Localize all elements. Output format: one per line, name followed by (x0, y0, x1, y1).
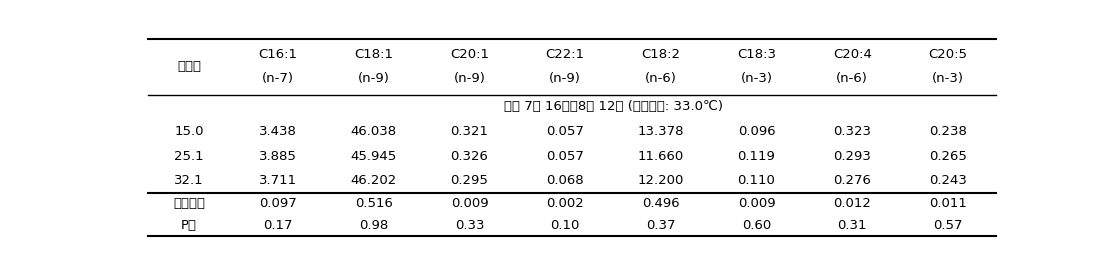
Text: 12.200: 12.200 (637, 174, 684, 187)
Text: 0.57: 0.57 (933, 219, 963, 231)
Text: 46.202: 46.202 (350, 174, 397, 187)
Text: (n-6): (n-6) (645, 72, 676, 85)
Text: 처리구: 처리구 (177, 60, 201, 73)
Text: 0.33: 0.33 (454, 219, 484, 231)
Text: (n-3): (n-3) (932, 72, 964, 85)
Text: 11.660: 11.660 (637, 150, 684, 163)
Text: 0.002: 0.002 (547, 197, 584, 210)
Text: 25.1: 25.1 (174, 150, 204, 163)
Text: C22:1: C22:1 (546, 48, 585, 61)
Text: (n-6): (n-6) (836, 72, 868, 85)
Text: 0.009: 0.009 (738, 197, 776, 210)
Text: 0.097: 0.097 (259, 197, 297, 210)
Text: 15.0: 15.0 (174, 125, 204, 138)
Text: 0.012: 0.012 (834, 197, 872, 210)
Text: (n-3): (n-3) (741, 72, 772, 85)
Text: 0.516: 0.516 (355, 197, 393, 210)
Text: 0.10: 0.10 (550, 219, 580, 231)
Text: 0.096: 0.096 (738, 125, 776, 138)
Text: C20:1: C20:1 (450, 48, 489, 61)
Text: P값: P값 (181, 219, 198, 231)
Text: 0.37: 0.37 (646, 219, 675, 231)
Text: C20:5: C20:5 (929, 48, 968, 61)
Text: (n-9): (n-9) (358, 72, 389, 85)
Text: 0.119: 0.119 (738, 150, 776, 163)
Text: 0.068: 0.068 (547, 174, 584, 187)
Text: 0.98: 0.98 (359, 219, 388, 231)
Text: C18:1: C18:1 (355, 48, 393, 61)
Text: C18:3: C18:3 (737, 48, 776, 61)
Text: 0.057: 0.057 (546, 125, 584, 138)
Text: 0.326: 0.326 (451, 150, 489, 163)
Text: 0.60: 0.60 (742, 219, 771, 231)
Text: 13.378: 13.378 (637, 125, 684, 138)
Text: C18:2: C18:2 (642, 48, 681, 61)
Text: 국내 7월 16일～8월 12일 (실내온도: 33.0℃): 국내 7월 16일～8월 12일 (실내온도: 33.0℃) (503, 100, 722, 113)
Text: 0.293: 0.293 (834, 150, 872, 163)
Text: 0.31: 0.31 (837, 219, 867, 231)
Text: 3.438: 3.438 (259, 125, 297, 138)
Text: 0.110: 0.110 (738, 174, 776, 187)
Text: C20:4: C20:4 (833, 48, 872, 61)
Text: C16:1: C16:1 (259, 48, 298, 61)
Text: 0.323: 0.323 (834, 125, 872, 138)
Text: 0.009: 0.009 (451, 197, 489, 210)
Text: 0.321: 0.321 (451, 125, 489, 138)
Text: 0.496: 0.496 (642, 197, 680, 210)
Text: 0.243: 0.243 (929, 174, 966, 187)
Text: (n-9): (n-9) (453, 72, 485, 85)
Text: 0.011: 0.011 (929, 197, 966, 210)
Text: 0.057: 0.057 (546, 150, 584, 163)
Text: 0.295: 0.295 (451, 174, 489, 187)
Text: (n-9): (n-9) (549, 72, 581, 85)
Text: 표준오차: 표준오차 (173, 197, 205, 210)
Text: 0.17: 0.17 (263, 219, 292, 231)
Text: 46.038: 46.038 (350, 125, 397, 138)
Text: 0.265: 0.265 (929, 150, 966, 163)
Text: (n-7): (n-7) (262, 72, 295, 85)
Text: 0.238: 0.238 (929, 125, 966, 138)
Text: 32.1: 32.1 (174, 174, 204, 187)
Text: 0.276: 0.276 (834, 174, 872, 187)
Text: 45.945: 45.945 (350, 150, 397, 163)
Text: 3.711: 3.711 (259, 174, 297, 187)
Text: 3.885: 3.885 (259, 150, 297, 163)
